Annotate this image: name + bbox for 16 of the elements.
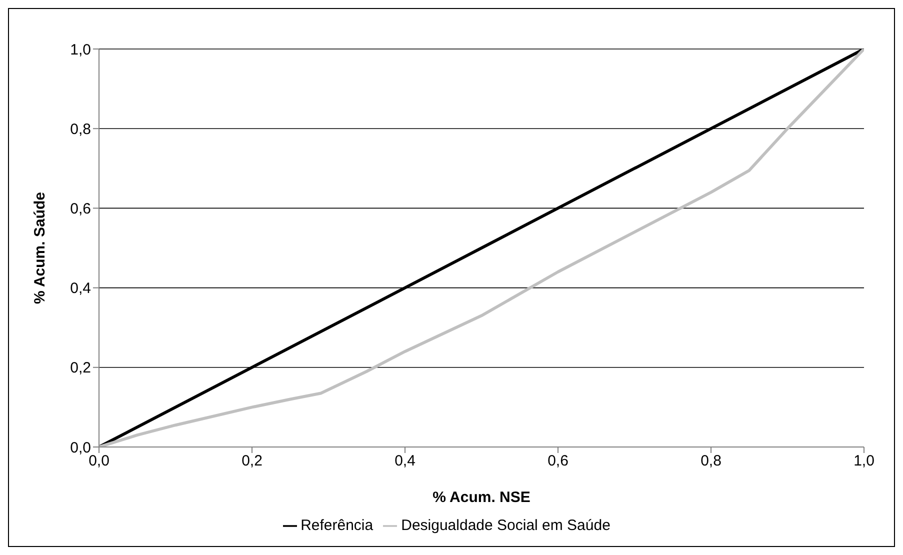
y-tick-label: 0,4 bbox=[70, 280, 91, 298]
y-tick-label: 0,6 bbox=[70, 200, 91, 218]
x-tick-label: 0,4 bbox=[394, 452, 416, 470]
x-tick-label: 0,0 bbox=[88, 452, 110, 470]
y-tick-label: 0,8 bbox=[70, 120, 91, 138]
y-axis-title: % Acum. Saúde bbox=[31, 192, 48, 304]
x-tick-label: 0,2 bbox=[242, 452, 262, 470]
y-tick-label: 1,0 bbox=[70, 41, 91, 58]
x-axis-title: % Acum. NSE bbox=[432, 489, 530, 506]
y-tick-label: 0,0 bbox=[70, 439, 91, 456]
x-tick-label: 0,6 bbox=[548, 452, 568, 470]
x-tick-label: 0,8 bbox=[700, 452, 722, 470]
y-tick-label: 0,2 bbox=[70, 360, 91, 377]
legend-label: Desigualdade Social em Saúde bbox=[401, 517, 610, 534]
legend-label: Referência bbox=[300, 517, 374, 534]
x-tick-label: 1,0 bbox=[854, 452, 874, 470]
